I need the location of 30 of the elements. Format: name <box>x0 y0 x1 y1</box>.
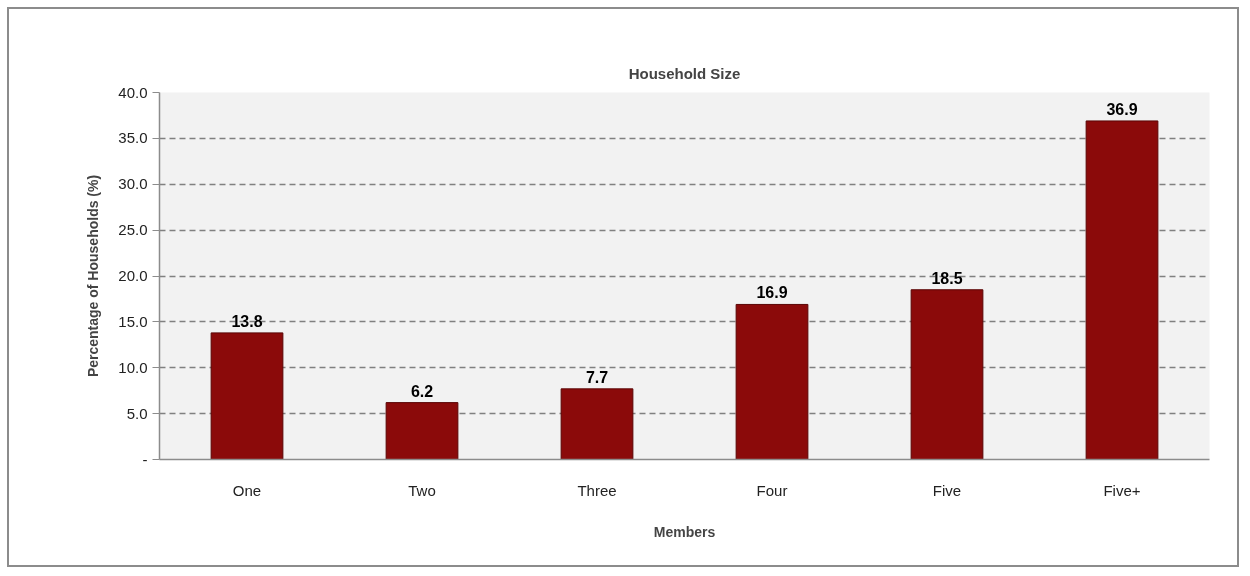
data-label: 7.7 <box>585 368 609 386</box>
x-tick-label: Two <box>408 481 436 499</box>
bar <box>1085 120 1159 460</box>
data-label: 6.2 <box>410 382 434 400</box>
chart-title: Household Size <box>628 64 741 82</box>
x-tick-label: Three <box>577 481 617 499</box>
y-tick-label: 25.0 <box>118 221 148 239</box>
x-tick-label: Four <box>756 481 788 499</box>
y-tick-label: - <box>142 450 148 468</box>
y-tick-label: 5.0 <box>126 404 148 422</box>
bar <box>910 289 984 460</box>
data-label: 36.9 <box>1106 100 1138 118</box>
y-axis-title: Percentage of Households (%) <box>85 174 102 378</box>
y-tick-label: 30.0 <box>118 175 148 193</box>
y-tick-label: 15.0 <box>118 312 148 330</box>
x-tick-label: Five <box>932 481 962 499</box>
x-tick-label: Five+ <box>1103 481 1141 499</box>
bar <box>560 388 634 460</box>
bar <box>210 332 284 460</box>
y-tick-label: 20.0 <box>118 267 148 284</box>
data-label: 13.8 <box>231 312 263 330</box>
y-tick-label: 35.0 <box>118 129 148 147</box>
y-tick-label: 10.0 <box>118 358 148 376</box>
data-label: 18.5 <box>931 269 963 287</box>
bar <box>735 303 809 460</box>
x-tick-label: One <box>232 481 262 499</box>
y-tick-label: 40.0 <box>118 83 148 101</box>
x-axis-title: Members <box>653 523 716 540</box>
data-label: 16.9 <box>756 284 788 302</box>
bar <box>385 402 459 460</box>
